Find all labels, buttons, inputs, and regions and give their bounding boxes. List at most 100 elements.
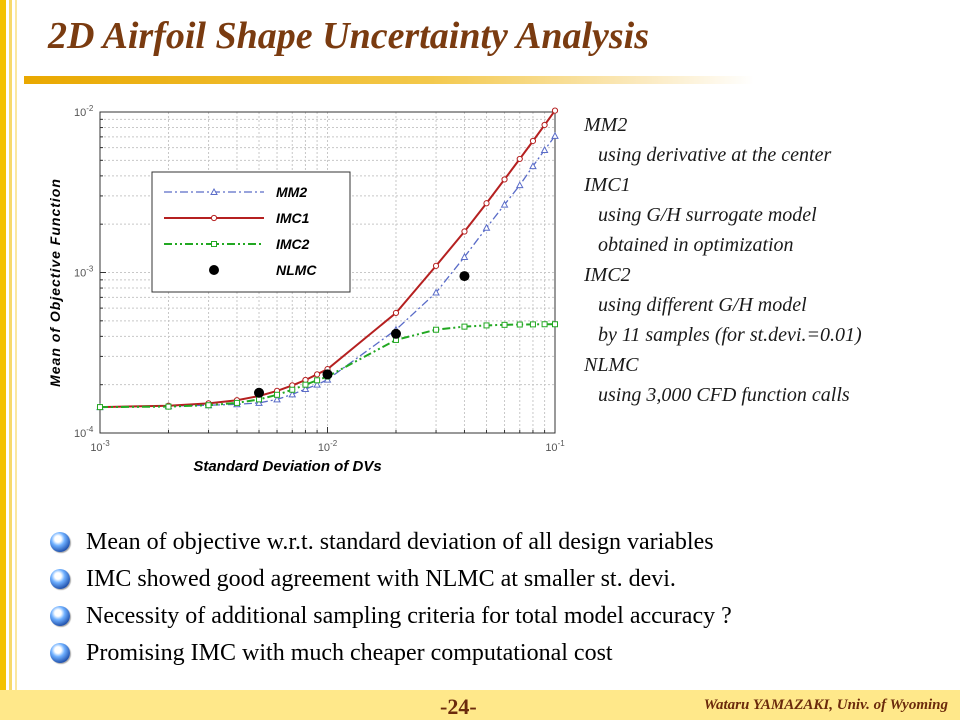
point-imc2 xyxy=(552,321,558,328)
left-accent-bar-outer xyxy=(0,0,6,690)
y-tick-base: 10 xyxy=(74,268,86,280)
note-description: obtained in optimization xyxy=(598,234,794,256)
bullet-text: IMC showed good agreement with NLMC at s… xyxy=(86,566,676,592)
point-mm2 xyxy=(273,395,281,403)
y-tick-exponent: -3 xyxy=(86,265,94,274)
point-imc1 xyxy=(501,176,508,183)
point-imc2 xyxy=(314,377,321,384)
bullet-icon xyxy=(50,532,70,552)
point-mm2 xyxy=(515,181,524,189)
note-description: using different G/H model xyxy=(598,294,807,316)
bullet-icon xyxy=(50,569,70,589)
point-imc1 xyxy=(541,121,548,129)
note-method-mm2: MM2 xyxy=(584,114,628,136)
point-imc2 xyxy=(289,386,296,393)
point-imc2 xyxy=(483,322,490,329)
x-axis-title: Standard Deviation of DVs xyxy=(193,458,381,475)
y-tick-label: 10-4 xyxy=(74,425,94,440)
note-method-imc1: IMC1 xyxy=(584,174,631,196)
note-description: by 11 samples (for st.devi.=0.01) xyxy=(598,324,862,346)
legend-box xyxy=(151,171,351,293)
x-tick-label: 10-2 xyxy=(318,439,338,454)
legend-label-mm2: MM2 xyxy=(276,184,307,200)
note-method-nlmc: NLMC xyxy=(584,354,639,376)
point-imc1 xyxy=(461,228,468,235)
note-description: using G/H surrogate model xyxy=(598,204,817,226)
point-mm2 xyxy=(500,200,509,208)
footer-bar xyxy=(0,690,960,720)
point-imc2 xyxy=(501,321,508,328)
x-tick-exponent: -3 xyxy=(103,439,111,448)
y-tick-exponent: -2 xyxy=(86,104,94,113)
title-underline xyxy=(24,76,754,84)
legend-label-imc1: IMC1 xyxy=(276,210,310,226)
bullet-text: Necessity of additional sampling criteri… xyxy=(86,603,732,629)
point-mm2 xyxy=(482,223,491,231)
y-tick-base: 10 xyxy=(74,428,86,440)
point-mm2 xyxy=(301,384,310,392)
footer-author: Wataru YAMAZAKI, Univ. of Wyoming xyxy=(703,697,948,713)
slide-title: 2D Airfoil Shape Uncertainty Analysis xyxy=(48,15,650,57)
point-imc2 xyxy=(302,381,309,388)
bullet-item: IMC showed good agreement with NLMC at s… xyxy=(46,561,732,598)
point-imc1 xyxy=(392,309,400,317)
x-tick-label: 10-1 xyxy=(545,439,565,454)
point-imc2 xyxy=(529,321,536,328)
y-tick-exponent: -4 xyxy=(86,425,94,434)
note-method-imc2: IMC2 xyxy=(584,264,631,286)
point-mm2 xyxy=(288,390,297,398)
x-tick-base: 10 xyxy=(545,442,557,454)
x-tick-base: 10 xyxy=(90,442,102,454)
legend-marker-imc1 xyxy=(210,214,218,222)
bullet-icon xyxy=(50,606,70,626)
point-imc1 xyxy=(313,371,321,378)
left-accent-bar-thin xyxy=(15,0,17,690)
y-tick-label: 10-3 xyxy=(74,265,94,280)
bullet-item: Necessity of additional sampling criteri… xyxy=(46,598,732,635)
point-imc2 xyxy=(97,404,103,411)
legend-marker-nlmc xyxy=(209,265,219,275)
legend-marker-mm2 xyxy=(210,187,218,195)
y-tick-label: 10-2 xyxy=(74,104,94,119)
x-tick-label: 10-3 xyxy=(90,439,110,454)
bullet-item: Promising IMC with much cheaper computat… xyxy=(46,635,732,672)
y-axis-title: Mean of Objective Function xyxy=(47,178,63,387)
point-imc1 xyxy=(551,107,559,114)
point-nlmc xyxy=(322,369,333,380)
legend-marker-imc2 xyxy=(211,241,217,247)
point-imc2 xyxy=(516,321,523,328)
y-tick-base: 10 xyxy=(74,107,86,119)
point-mm2 xyxy=(313,380,321,388)
point-nlmc xyxy=(390,328,401,339)
x-tick-exponent: -1 xyxy=(558,439,566,448)
legend-label-nlmc: NLMC xyxy=(276,262,317,278)
point-imc2 xyxy=(165,403,172,410)
method-notes: MM2 using derivative at the center IMC1 usi… xyxy=(584,110,954,410)
bullet-list: Mean of objective w.r.t. standard deviat… xyxy=(46,524,732,672)
left-accent-bar-inner xyxy=(9,0,12,690)
x-tick-exponent: -2 xyxy=(330,439,338,448)
point-imc1 xyxy=(529,137,537,145)
bullet-text: Mean of objective w.r.t. standard deviat… xyxy=(86,529,714,555)
bullet-item: Mean of objective w.r.t. standard deviat… xyxy=(46,524,732,561)
point-imc2 xyxy=(433,326,440,333)
note-description: using 3,000 CFD function calls xyxy=(598,384,850,406)
point-mm2 xyxy=(529,162,537,170)
note-description: using derivative at the center xyxy=(598,144,832,166)
point-imc2 xyxy=(541,321,548,328)
point-mm2 xyxy=(551,131,559,139)
point-imc2 xyxy=(274,391,281,398)
point-mm2 xyxy=(540,145,549,153)
point-imc2 xyxy=(233,399,240,406)
point-imc1 xyxy=(432,262,440,269)
x-tick-base: 10 xyxy=(318,442,330,454)
point-nlmc xyxy=(459,271,470,282)
point-imc2 xyxy=(205,402,212,409)
legend-label-imc2: IMC2 xyxy=(276,236,310,252)
bullet-text: Promising IMC with much cheaper computat… xyxy=(86,640,613,666)
point-imc2 xyxy=(461,323,468,330)
point-imc1 xyxy=(516,155,523,163)
page-number: -24- xyxy=(440,694,477,719)
point-mm2 xyxy=(255,398,263,406)
